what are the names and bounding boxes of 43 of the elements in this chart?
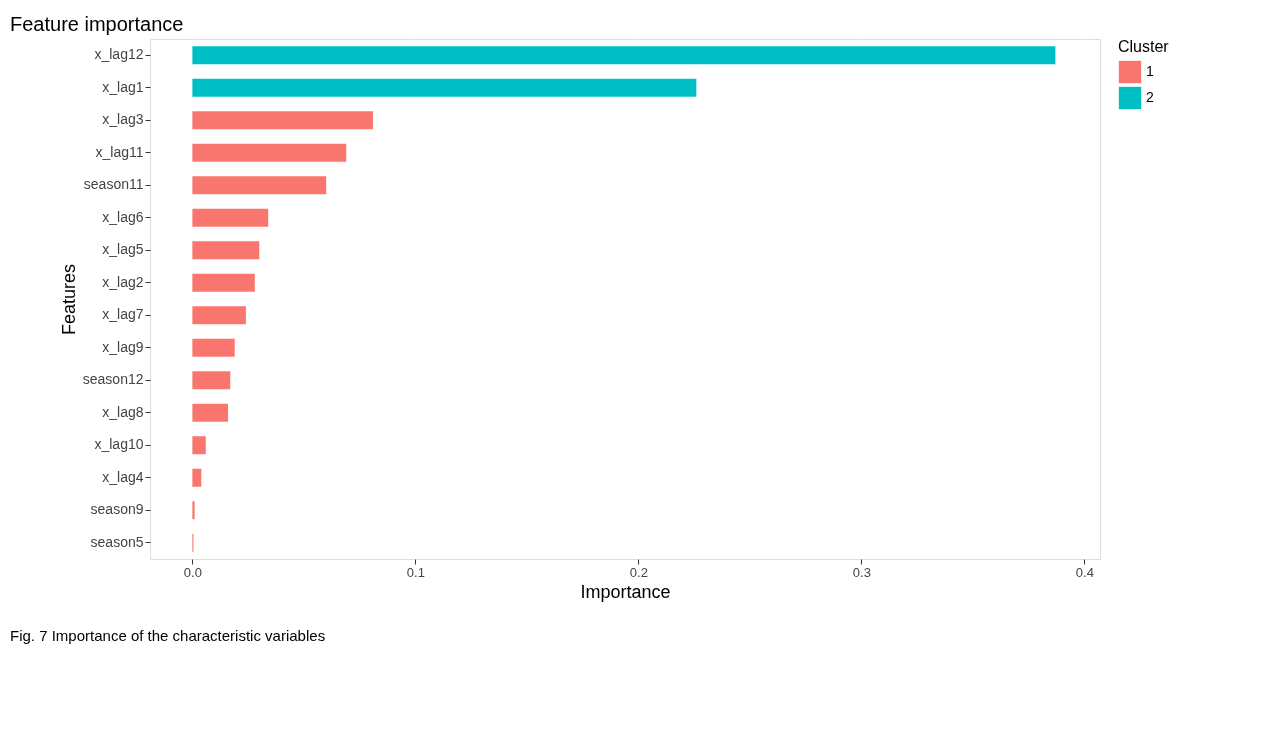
y-tick-label: x_lag9 — [102, 338, 144, 355]
y-tick-label: season9 — [90, 501, 144, 518]
legend-title: Cluster — [1118, 38, 1170, 55]
y-tick-label: season11 — [83, 176, 144, 193]
y-tick-label: season5 — [90, 533, 144, 550]
bar — [192, 208, 269, 227]
y-tick-label: x_lag10 — [94, 436, 144, 453]
y-tick-label: x_lag5 — [102, 241, 144, 258]
bar — [192, 338, 235, 357]
y-axis-title: Features — [58, 263, 79, 336]
bar — [192, 468, 202, 487]
x-tick-label: 0.4 — [1075, 564, 1094, 580]
y-tick-label: x_lag11 — [95, 143, 144, 160]
bar — [192, 403, 229, 422]
bar — [192, 241, 260, 260]
y-tick-label: x_lag1 — [102, 78, 144, 95]
bar — [192, 111, 373, 130]
y-tick-label: season12 — [82, 371, 144, 388]
bar — [192, 176, 327, 195]
bar — [192, 273, 255, 292]
bar — [192, 371, 231, 390]
y-tick-label: x_lag4 — [102, 468, 144, 485]
x-axis-title: Importance — [580, 581, 671, 602]
bar — [192, 143, 347, 162]
bar — [192, 46, 1056, 65]
x-tick-label: 0.1 — [406, 564, 425, 580]
bar — [192, 501, 195, 520]
y-tick-label: x_lag12 — [94, 46, 144, 63]
x-tick-label: 0.2 — [629, 564, 648, 580]
legend-label: 2 — [1146, 89, 1154, 105]
x-tick-label: 0.0 — [183, 564, 202, 580]
y-tick-label: x_lag6 — [102, 208, 144, 225]
x-tick-label: 0.3 — [852, 564, 871, 580]
caption: Fig. 7 Importance of the characteristic variables — [10, 627, 326, 644]
y-tick-label: x_lag2 — [102, 273, 144, 290]
chart-title: Feature importance — [10, 13, 184, 35]
bar — [192, 306, 246, 325]
y-tick-label: x_lag3 — [102, 111, 144, 128]
legend-label: 1 — [1146, 63, 1154, 79]
bar — [192, 78, 697, 97]
bar — [192, 436, 206, 455]
y-tick-label: x_lag8 — [102, 403, 144, 420]
y-tick-label: x_lag7 — [102, 306, 144, 323]
